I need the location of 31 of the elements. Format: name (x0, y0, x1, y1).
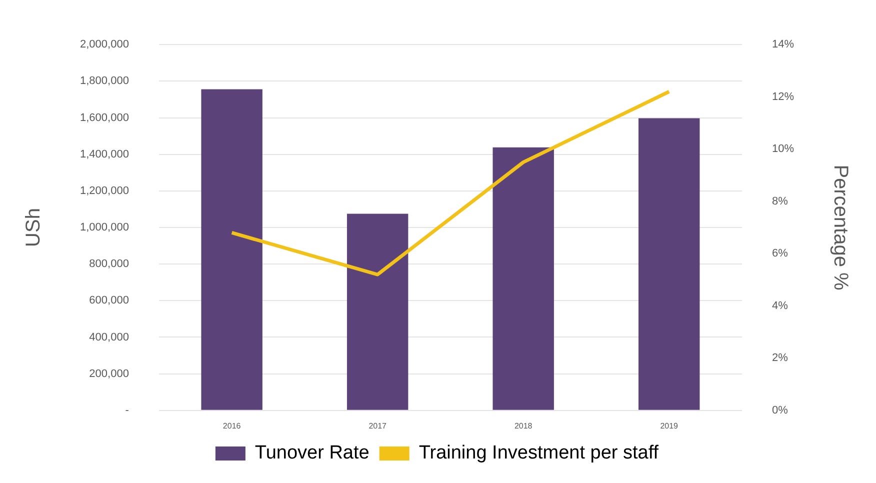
y-tick-label: 1,400,000 (80, 148, 129, 160)
y-tick-label: - (125, 404, 130, 416)
y2-tick-label: 6% (772, 248, 788, 260)
y2-tick-label: 12% (772, 90, 794, 103)
x-tick-label: 2016 (222, 421, 242, 430)
y-tick-label: 200,000 (89, 368, 129, 380)
y2-tick-label: 4% (772, 300, 788, 312)
y-tick-label: 1,800,000 (80, 75, 129, 88)
y-tick-label: 2,000,000 (80, 38, 129, 51)
bar (346, 214, 408, 410)
y2-tick-label: 14% (772, 38, 794, 51)
x-tick-label: 2017 (368, 421, 388, 430)
bar (638, 118, 700, 410)
x-tick-label: 2018 (514, 421, 533, 430)
legend-label: Training Investment per staff (418, 442, 660, 464)
y-tick-label: 1,600,000 (80, 112, 129, 124)
x-tick-label: 2019 (660, 421, 679, 430)
y2-tick-label: 2% (772, 352, 788, 364)
y-tick-label: 600,000 (89, 294, 129, 307)
y-tick-label: 1,000,000 (80, 222, 129, 234)
y2-tick-label: 8% (772, 195, 788, 208)
y2-axis-title: Percentage % (829, 164, 852, 291)
y-tick-label: 400,000 (89, 331, 129, 344)
bar (201, 89, 262, 410)
y2-tick-label: 10% (772, 143, 794, 156)
legend-label: Tunover Rate (254, 442, 370, 464)
y2-tick-label: 0% (772, 404, 788, 416)
y-tick-label: 1,200,000 (80, 184, 129, 197)
y-axis-title: USh (22, 208, 45, 247)
bar (492, 147, 554, 410)
y-tick-label: 800,000 (89, 258, 129, 270)
